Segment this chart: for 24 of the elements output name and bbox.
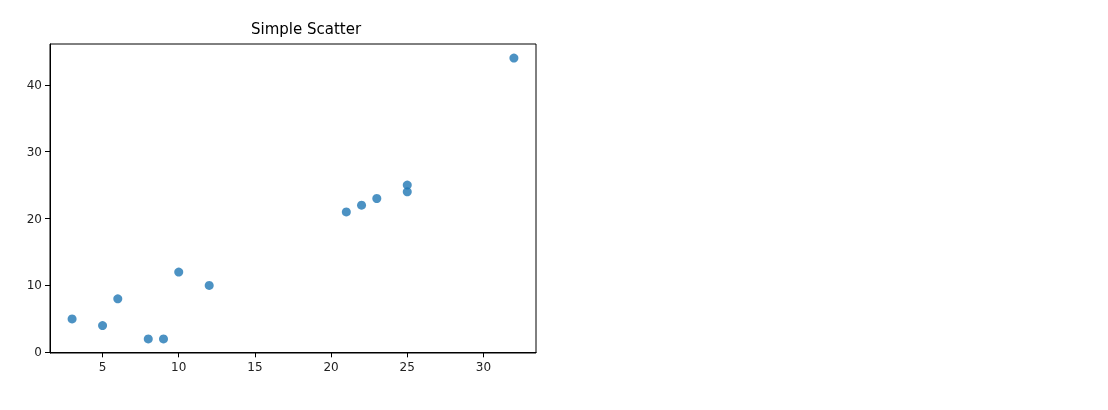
point	[67, 314, 77, 324]
x-tick-label: 15	[247, 360, 263, 374]
x-tick-label: 20	[323, 360, 339, 374]
y-tick-label: 0	[34, 345, 42, 360]
x-tick-label: 10	[171, 360, 187, 374]
point	[143, 334, 153, 344]
point	[98, 321, 108, 331]
x-tick-label: 30	[475, 360, 492, 374]
point	[174, 267, 184, 277]
y-tick-label: 10	[26, 278, 42, 293]
y-tick-label: 30	[26, 144, 42, 159]
point	[204, 280, 214, 290]
point	[159, 334, 168, 344]
chart-title: Simple Scatter	[250, 19, 362, 38]
point	[372, 194, 382, 203]
y-tick-label: 20	[26, 211, 42, 226]
x-tick-label: 5	[98, 360, 107, 374]
point	[113, 294, 123, 304]
x-tick-label: 25	[399, 360, 415, 374]
point	[357, 200, 367, 210]
point	[402, 187, 412, 197]
point	[509, 53, 519, 63]
y-tick-label: 40	[26, 77, 42, 92]
point	[341, 207, 351, 217]
